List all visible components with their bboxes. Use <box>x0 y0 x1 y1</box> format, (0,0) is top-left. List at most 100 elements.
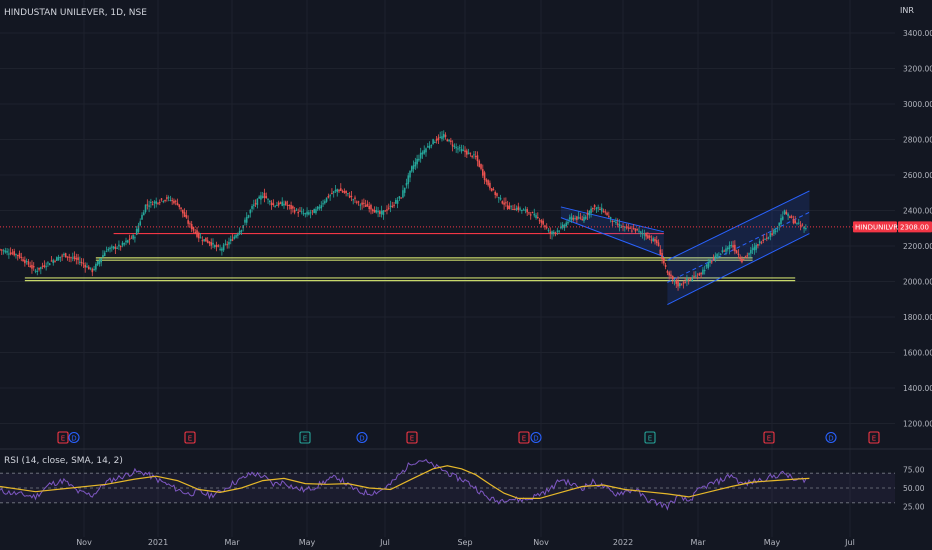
candle-body <box>116 247 118 249</box>
candle-body <box>608 215 610 217</box>
candle-body <box>458 147 461 149</box>
candle-body <box>279 202 282 204</box>
rsi-sma-line[interactable] <box>0 465 810 499</box>
candle-body <box>327 196 330 198</box>
candle-body <box>677 281 679 287</box>
drawings-layer[interactable] <box>24 190 810 306</box>
candle-body <box>664 264 667 267</box>
candle-body <box>79 261 81 263</box>
channel-line[interactable] <box>560 206 664 233</box>
time-axis-label: Jul <box>379 538 390 547</box>
event-letter: E <box>767 435 771 443</box>
earnings-event-icon[interactable]: E <box>868 431 880 444</box>
candle-body <box>750 249 752 254</box>
candle-body <box>673 279 676 281</box>
candle-body <box>521 209 523 211</box>
event-frame <box>57 431 69 444</box>
channel-line[interactable] <box>560 217 665 258</box>
candle-body <box>600 207 603 212</box>
candle-body <box>263 192 266 198</box>
price-axis[interactable]: 3400.00 3200.00 3000.00 2800.00 2600.00 2400.… <box>903 29 932 429</box>
rsi-line[interactable] <box>0 458 807 511</box>
candle-body <box>352 199 355 201</box>
candle-body <box>183 212 186 217</box>
price-axis-label: 1800.00 <box>903 313 932 322</box>
candle-body <box>480 164 482 169</box>
candle-body <box>277 202 280 206</box>
candle-body <box>370 204 372 210</box>
rsi-axis[interactable]: 75.00 50.00 25.00 <box>903 466 925 512</box>
dividend-event-icon[interactable]: D <box>68 431 80 444</box>
candle-body <box>253 204 255 206</box>
time-axis[interactable]: Nov 2021 Mar May Jul Sep Nov 2022 Mar May Jul <box>76 538 855 547</box>
candle-body <box>531 212 534 214</box>
candle-body <box>434 142 436 144</box>
dividend-event-icon[interactable]: D <box>530 431 542 444</box>
channel-line[interactable] <box>667 233 810 306</box>
candle-body <box>742 259 745 261</box>
earnings-event-icon[interactable]: E <box>763 431 775 444</box>
candle-body <box>501 201 504 204</box>
candle-body <box>164 200 166 202</box>
last-price-tag: HINDUNILVR 2308.00 <box>853 221 932 233</box>
candle-body <box>61 255 63 257</box>
candle-body <box>87 266 90 270</box>
currency-label: INR <box>900 6 914 15</box>
candle-body <box>732 245 734 248</box>
candle-body <box>150 201 152 203</box>
candle-body <box>384 210 386 212</box>
candle-body <box>213 245 216 247</box>
candle-body <box>432 139 434 145</box>
earnings-event-icon[interactable]: E <box>184 431 196 444</box>
candle-body <box>43 265 46 267</box>
candle-body <box>300 211 303 213</box>
candle-body <box>50 260 53 262</box>
earnings-event-icon[interactable]: E <box>299 431 311 444</box>
candle-body <box>75 257 78 260</box>
earnings-event-icon[interactable]: E <box>518 431 530 444</box>
candle-body <box>478 160 481 167</box>
candle-body <box>52 260 55 264</box>
candle-body <box>590 208 592 214</box>
candle-body <box>581 218 583 220</box>
candle-body <box>189 223 191 225</box>
candle-body <box>103 252 106 257</box>
candle-body <box>696 276 699 278</box>
candle-body <box>226 244 228 246</box>
rsi-axis-label: 50.00 <box>903 484 925 493</box>
candle-body <box>442 134 445 138</box>
candle-body <box>428 145 431 149</box>
candle-body <box>616 223 619 225</box>
event-frame <box>644 431 656 444</box>
candle-body <box>615 221 617 224</box>
candle-body <box>508 205 511 210</box>
rsi-level-lines <box>0 472 895 504</box>
candle-body <box>160 198 163 200</box>
candle-body <box>258 196 260 199</box>
candle-body <box>235 235 237 238</box>
candle-body <box>792 218 795 224</box>
candle-body <box>135 228 138 235</box>
candle-body <box>441 136 443 139</box>
candle-body <box>576 216 578 220</box>
dividend-event-icon[interactable]: D <box>356 431 368 444</box>
candle-body <box>338 189 340 192</box>
candle-body <box>185 215 188 218</box>
dividend-event-icon[interactable]: D <box>825 431 837 444</box>
candle-body <box>631 230 633 232</box>
price-axis-label: 1400.00 <box>903 384 932 393</box>
channel-line[interactable] <box>667 190 810 261</box>
candle-body <box>599 208 601 210</box>
candle-body <box>517 206 520 211</box>
candle-body <box>737 253 740 256</box>
candles-layer[interactable] <box>0 130 807 291</box>
candle-body <box>118 244 120 247</box>
earnings-event-icon[interactable]: E <box>644 431 656 444</box>
candle-body <box>105 251 108 253</box>
earnings-event-icon[interactable]: E <box>57 431 69 444</box>
earnings-event-icon[interactable]: E <box>406 431 418 444</box>
time-axis-label: Nov <box>76 538 92 547</box>
event-letter: E <box>522 435 526 443</box>
